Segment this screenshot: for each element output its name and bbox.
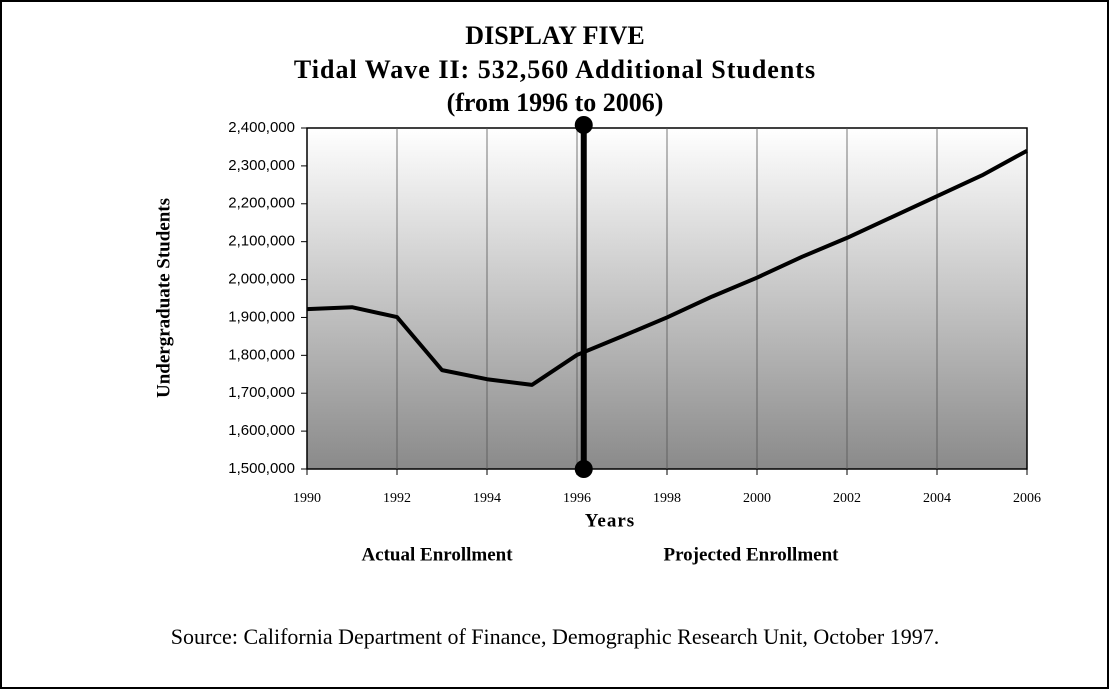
line-series [306, 148, 1028, 387]
y-tick-label: 1,500,000 [228, 460, 295, 477]
y-tick-label: 2,000,000 [228, 271, 295, 288]
y-tick-label: 1,800,000 [228, 346, 295, 363]
x-tick-label: 1992 [383, 491, 411, 506]
x-tick-label: 1998 [653, 491, 681, 506]
divider-end [574, 116, 593, 134]
x-axis-label: Years [585, 510, 635, 531]
chart-title: DISPLAY FIVE [465, 21, 644, 50]
x-tick-label: 2000 [743, 491, 771, 506]
x-tick-label: 1996 [563, 491, 591, 506]
x-tick-label: 1994 [473, 491, 501, 506]
y-tick-label: 2,400,000 [228, 119, 295, 136]
y-tick-label: 1,700,000 [228, 384, 295, 401]
y-tick-label: 1,900,000 [228, 308, 295, 325]
chart-title: (from 1996 to 2006) [447, 88, 664, 117]
x-tick-label: 2004 [923, 491, 951, 506]
divider-end [574, 460, 593, 478]
chart-title: Tidal Wave II: 532,560 Additional Studen… [294, 55, 816, 84]
y-tick-label: 1,600,000 [228, 422, 295, 439]
y-tick-label: 2,200,000 [228, 195, 295, 212]
x-tick-label: 2006 [1013, 491, 1041, 506]
y-axis-label: Undergraduate Students [153, 198, 174, 398]
y-tick-label: 2,100,000 [228, 233, 295, 250]
x-tick-label: 2002 [833, 491, 861, 506]
annotation: Projected Enrollment [663, 544, 839, 565]
annotation: Actual Enrollment [361, 544, 513, 565]
y-tick-label: 2,300,000 [228, 157, 295, 174]
source: Source: California Department of Finance… [171, 624, 940, 649]
x-tick-label: 1990 [293, 491, 321, 506]
